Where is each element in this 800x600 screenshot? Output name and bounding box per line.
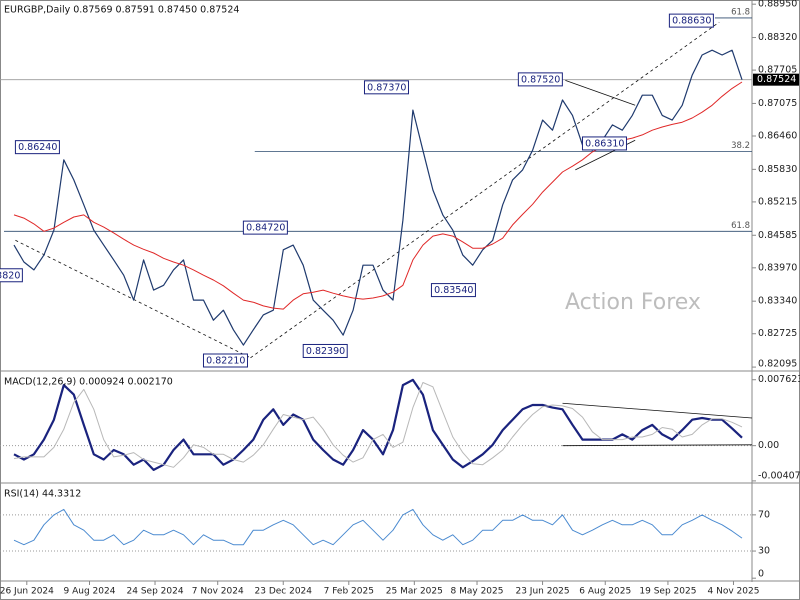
x-tick-label: 25 Mar 2025 xyxy=(386,587,443,597)
x-tick-label: 7 Nov 2024 xyxy=(192,587,244,597)
annotation-label: 0.86240 xyxy=(18,142,57,153)
y-tick-label: 0.86460 xyxy=(758,131,797,142)
series-line xyxy=(13,382,743,468)
fib-label: 61.8 xyxy=(731,221,750,231)
y-tick-label: 0.84585 xyxy=(758,230,797,241)
y-tick-label: 0.83970 xyxy=(758,262,797,273)
y-tick-label: 0.007623 xyxy=(758,374,800,385)
plot-area xyxy=(0,378,752,471)
x-tick-label: 23 Dec 2024 xyxy=(255,587,313,597)
annotation-box xyxy=(668,13,714,28)
annotation-label: 0.86310 xyxy=(585,138,624,149)
annotation-box xyxy=(14,140,60,155)
y-tick-label: -0.004073 xyxy=(758,471,800,482)
y-tick-label: 0.85215 xyxy=(758,196,797,207)
x-tick-label: 7 Feb 2025 xyxy=(324,587,374,597)
fib-label: 61.8 xyxy=(731,7,750,17)
annotation-box xyxy=(242,220,288,235)
y-tick-label: 0.82725 xyxy=(758,328,797,339)
panel-title: RSI(14) 44.3312 xyxy=(4,489,81,500)
panel-title: EURGBP,Daily 0.87569 0.87591 0.87450 0.8… xyxy=(4,5,239,16)
annotation-box xyxy=(302,343,348,358)
annotation-label: 0.82210 xyxy=(206,356,245,367)
x-tick-label: 19 Sep 2025 xyxy=(639,587,696,597)
price-tag-label: 0.87524 xyxy=(757,74,796,85)
x-tick-label: 4 Nov 2025 xyxy=(708,587,760,597)
y-tick-label: 0.87075 xyxy=(758,98,797,109)
x-tick-label: 8 May 2025 xyxy=(451,587,504,597)
annotation-box xyxy=(581,136,627,151)
annotation-label: 0.83820 xyxy=(0,270,20,281)
fib-label: 38.2 xyxy=(731,141,750,151)
plot-area: Action Forex 61.8 38.2 61.8 0.88630 0.87520 0.… xyxy=(0,7,752,368)
annotation-box xyxy=(0,268,23,283)
x-tick-label: 23 Jun 2025 xyxy=(515,587,569,597)
trendline xyxy=(562,444,752,447)
trendline xyxy=(250,21,720,359)
series-line xyxy=(13,378,743,471)
annotation-box xyxy=(430,283,476,298)
annotation-label: 0.82390 xyxy=(306,346,345,357)
y-tick-label: 0.00 xyxy=(758,440,779,451)
series-line xyxy=(13,508,743,546)
plot-area xyxy=(0,508,752,552)
y-tick-label: 30 xyxy=(758,546,770,557)
panel-title: MACD(12,26,9) 0.000924 0.002170 xyxy=(4,377,173,388)
y-tick-label: 0.88320 xyxy=(758,32,797,43)
panel xyxy=(0,508,752,552)
x-tick-label: 6 Aug 2025 xyxy=(579,587,631,597)
x-tick-label: 26 Jun 2024 xyxy=(0,587,54,597)
annotation-box xyxy=(202,353,248,368)
x-tick-label: 24 Sep 2024 xyxy=(127,587,184,597)
y-tick-label: 0 xyxy=(758,569,764,580)
annotation-label: 0.88630 xyxy=(672,16,711,27)
annotation-box xyxy=(517,72,563,87)
series-line xyxy=(13,49,743,346)
y-tick-label: 0.85830 xyxy=(758,164,797,175)
y-tick-label: 0.83340 xyxy=(758,296,797,307)
x-tick-label: 9 Aug 2024 xyxy=(64,587,116,597)
annotation-box xyxy=(363,80,409,95)
annotation-label: 0.83540 xyxy=(434,285,473,296)
y-tick-label: 70 xyxy=(758,509,770,520)
trendline xyxy=(562,402,752,419)
price-tag xyxy=(753,73,799,86)
annotation-label: 0.84720 xyxy=(246,223,285,234)
trendline xyxy=(15,239,251,359)
annotation-label: 0.87370 xyxy=(367,82,406,93)
annotation-label: 0.87520 xyxy=(521,74,560,85)
y-tick-label: 0.88950 xyxy=(758,0,797,10)
y-tick-label: 0.82095 xyxy=(758,359,797,370)
panel xyxy=(0,378,752,471)
watermark: Action Forex xyxy=(565,290,701,315)
y-tick-label: 0.87705 xyxy=(758,65,797,76)
panel: Action Forex 61.8 38.2 61.8 0.88630 0.87520 0.… xyxy=(0,7,752,368)
trendline xyxy=(565,80,636,106)
